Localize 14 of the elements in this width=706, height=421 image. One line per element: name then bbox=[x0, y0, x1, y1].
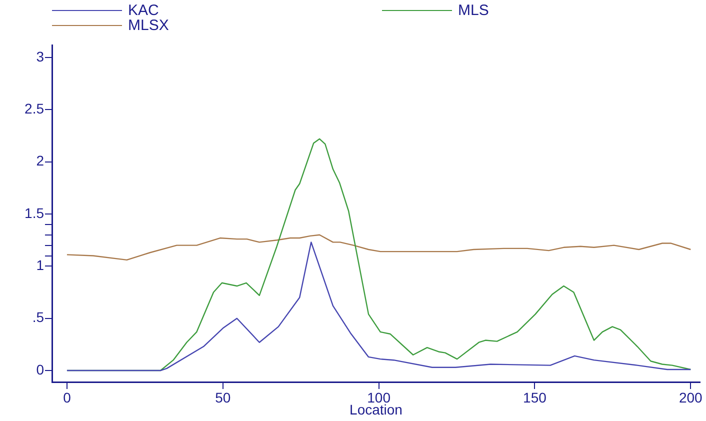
y-tick-label: 2.5 bbox=[24, 100, 44, 117]
x-tick-label: 50 bbox=[215, 389, 231, 406]
legend-label: MLS bbox=[458, 2, 489, 19]
y-tick-label: .5 bbox=[32, 309, 44, 326]
x-tick-label: 0 bbox=[63, 389, 72, 406]
legend-label: KAC bbox=[128, 2, 159, 19]
y-tick-label: 0 bbox=[36, 361, 44, 378]
y-tick-label: 1 bbox=[36, 257, 44, 274]
y-tick-label: 3 bbox=[36, 48, 44, 64]
legend-label: MLSX bbox=[128, 17, 169, 34]
x-tick-label: 200 bbox=[678, 389, 703, 406]
y-tick-label: 1.5 bbox=[24, 204, 44, 221]
y-tick-label: 2 bbox=[36, 152, 44, 169]
x-tick-label: 150 bbox=[523, 389, 547, 406]
